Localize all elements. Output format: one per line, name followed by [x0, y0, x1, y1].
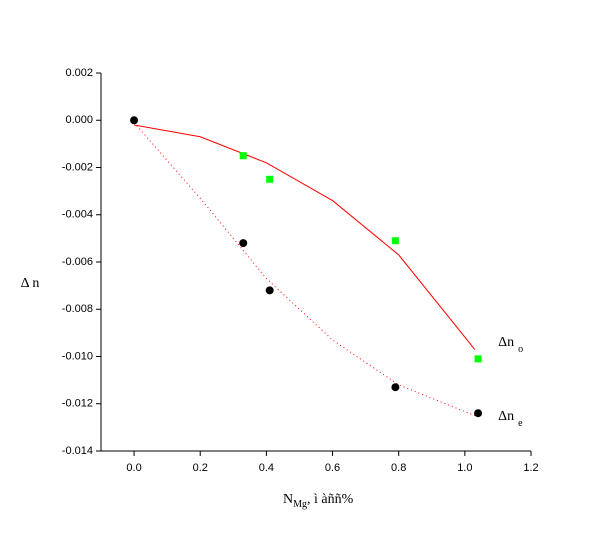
y-axis-label: Δ n [21, 276, 40, 291]
point [239, 152, 247, 160]
x-label-main: N [283, 492, 293, 507]
point [266, 175, 274, 183]
y-tick-label: -0.008 [62, 303, 93, 315]
x-tick-label: 0.6 [325, 462, 340, 474]
x-tick-label: 0.8 [391, 462, 406, 474]
fit-curve [133, 124, 476, 350]
y-tick-label: 0.000 [65, 114, 93, 126]
series-name: Δn [498, 409, 514, 424]
x-label-sub: Mg [293, 499, 307, 510]
y-tick-label: -0.012 [62, 398, 93, 410]
y-tick-label: -0.004 [62, 209, 93, 221]
point [474, 355, 482, 363]
point [265, 286, 274, 295]
x-tick-label: 0.2 [193, 462, 208, 474]
x-axis-label: NMg, ì àññ% [283, 492, 354, 510]
y-tick-label: -0.002 [62, 161, 93, 173]
y-tick-label: -0.010 [62, 350, 93, 362]
point [130, 116, 139, 125]
x-label-rest: , ì àññ% [307, 492, 354, 507]
point [391, 237, 399, 245]
series-subscript: o [518, 344, 523, 355]
y-tick-label: 0.002 [65, 67, 93, 79]
point [474, 409, 483, 418]
y-tick-label: -0.014 [62, 445, 93, 457]
x-tick-label: 0.4 [259, 462, 274, 474]
series-label: Δn e [498, 409, 523, 429]
fit-curve [133, 122, 475, 417]
x-tick-label: 1.2 [523, 462, 538, 474]
point [239, 239, 248, 248]
x-tick-label: 0.0 [126, 462, 141, 474]
series-label: Δn o [498, 335, 523, 355]
y-tick-label: -0.006 [62, 256, 93, 268]
x-tick-label: 1.0 [457, 462, 472, 474]
point [391, 383, 400, 392]
series-name: Δn [498, 335, 514, 350]
series-subscript: e [518, 418, 523, 429]
